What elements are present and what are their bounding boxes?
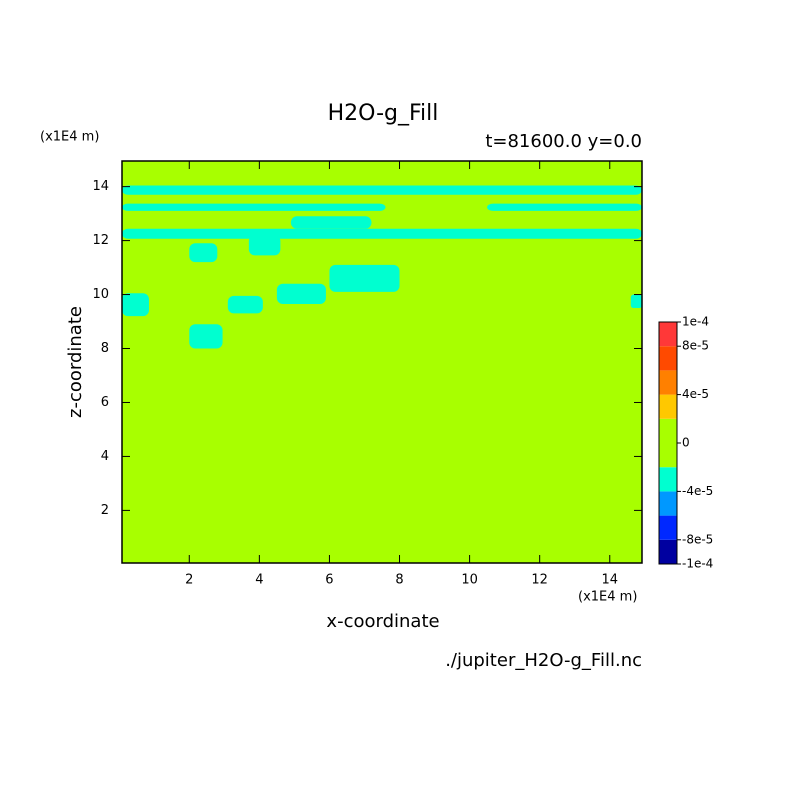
contour-region <box>122 228 642 239</box>
x-tick-label: 6 <box>325 573 333 588</box>
contour-region <box>189 324 223 349</box>
y-tick-label: 6 <box>101 395 109 410</box>
colorbar-segment <box>659 515 677 540</box>
contour-region <box>276 283 326 304</box>
x-tick-label: 8 <box>395 573 403 588</box>
colorbar-segment <box>659 370 677 395</box>
y-tick-label: 8 <box>101 341 109 356</box>
contour-region <box>122 293 149 317</box>
contour-region <box>329 264 400 292</box>
colorbar-segment <box>659 346 677 371</box>
x-tick-label: 4 <box>255 573 263 588</box>
colorbar-segment <box>659 491 677 516</box>
y-tick-label: 4 <box>101 449 109 464</box>
chart-title: H2O-g_Fill <box>328 101 439 126</box>
plot-frame <box>121 160 643 564</box>
y-tick-label: 2 <box>101 503 109 518</box>
field-background <box>122 161 642 563</box>
contour-region <box>290 216 372 229</box>
x-unit: (x1E4 m) <box>578 590 637 605</box>
contour-region <box>122 185 642 195</box>
chart-subtitle: t=81600.0 y=0.0 <box>485 131 642 152</box>
contour-region <box>630 294 642 309</box>
colorbar-segment <box>659 539 677 564</box>
colorbar-segment <box>659 467 677 492</box>
colorbar-tick-label: -8e-5 <box>682 532 713 546</box>
colorbar-tick-label: 1e-4 <box>682 315 709 329</box>
colorbar-tick-label: 4e-5 <box>682 387 709 401</box>
x-label: x-coordinate <box>326 611 439 632</box>
colorbar-tick-label: 0 <box>682 436 690 450</box>
colorbar-tick-label: -4e-5 <box>682 484 713 498</box>
colorbar-tick-label: 8e-5 <box>682 339 709 353</box>
x-tick-label: 10 <box>461 573 478 588</box>
y-tick-label: 10 <box>92 287 109 302</box>
y-tick-label: 12 <box>92 233 109 248</box>
y-tick-label: 14 <box>92 179 109 194</box>
contour-region <box>189 243 218 263</box>
x-tick-label: 12 <box>531 573 548 588</box>
contour-region <box>122 203 386 211</box>
contour-region <box>227 295 263 314</box>
colorbar-segment <box>659 322 677 347</box>
colorbar-segment <box>659 418 677 468</box>
source-file: ./jupiter_H2O-g_Fill.nc <box>445 650 642 671</box>
colorbar-tick-label: -1e-4 <box>682 557 713 571</box>
colorbar-segment <box>659 394 677 419</box>
contour-region <box>248 235 281 256</box>
x-tick-label: 14 <box>601 573 618 588</box>
contour-region <box>487 203 642 211</box>
y-label: z-coordinate <box>65 306 86 418</box>
x-tick-label: 2 <box>185 573 193 588</box>
y-unit: (x1E4 m) <box>40 130 99 145</box>
